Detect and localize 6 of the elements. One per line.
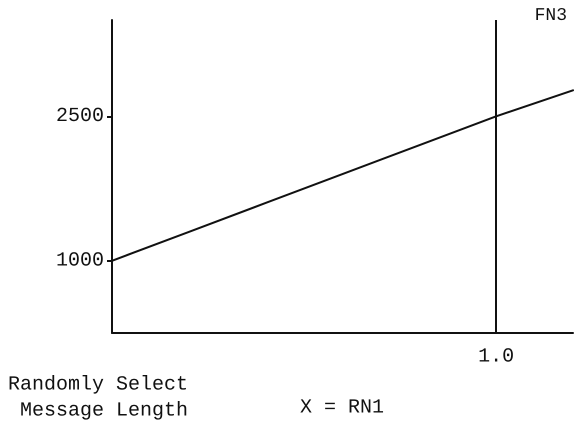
y-tick-label: 1000	[56, 249, 104, 272]
x-tick-label: 1.0	[478, 346, 514, 368]
x-axis-title: Randomly Select Message Length	[8, 374, 188, 422]
y-tick-label: 2500	[56, 104, 104, 128]
chart-title: FN3	[534, 6, 567, 26]
text: X = RN1	[300, 396, 384, 420]
